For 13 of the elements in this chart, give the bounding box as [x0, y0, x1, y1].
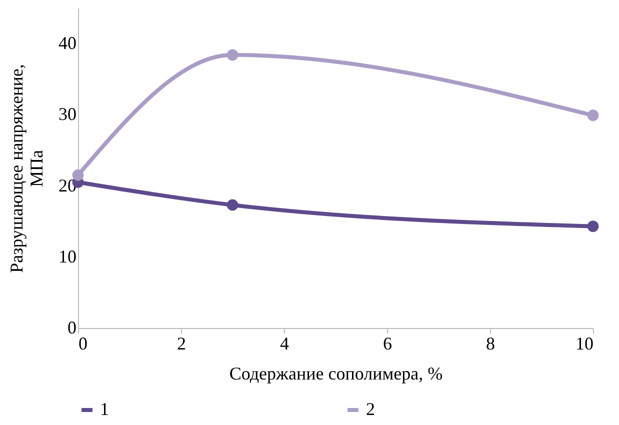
legend-label: 2 [366, 399, 375, 419]
x-tick-label: 6 [383, 334, 392, 354]
x-tick-label: 8 [486, 334, 495, 354]
x-axis-title: Содержание сополимера, % [229, 364, 443, 384]
y-axis-title: Разрушающее напряжение, МПа [6, 64, 46, 273]
y-tick-label: 0 [68, 318, 76, 338]
x-tick-label: 10 [576, 334, 594, 354]
y-tick-label: 40 [58, 33, 76, 54]
legend-label: 1 [100, 399, 109, 419]
y-tick-label: 30 [58, 104, 76, 124]
x-tick-label: 4 [280, 334, 289, 354]
y-tick-label: 10 [58, 246, 76, 266]
x-tick-label: 2 [177, 334, 186, 354]
